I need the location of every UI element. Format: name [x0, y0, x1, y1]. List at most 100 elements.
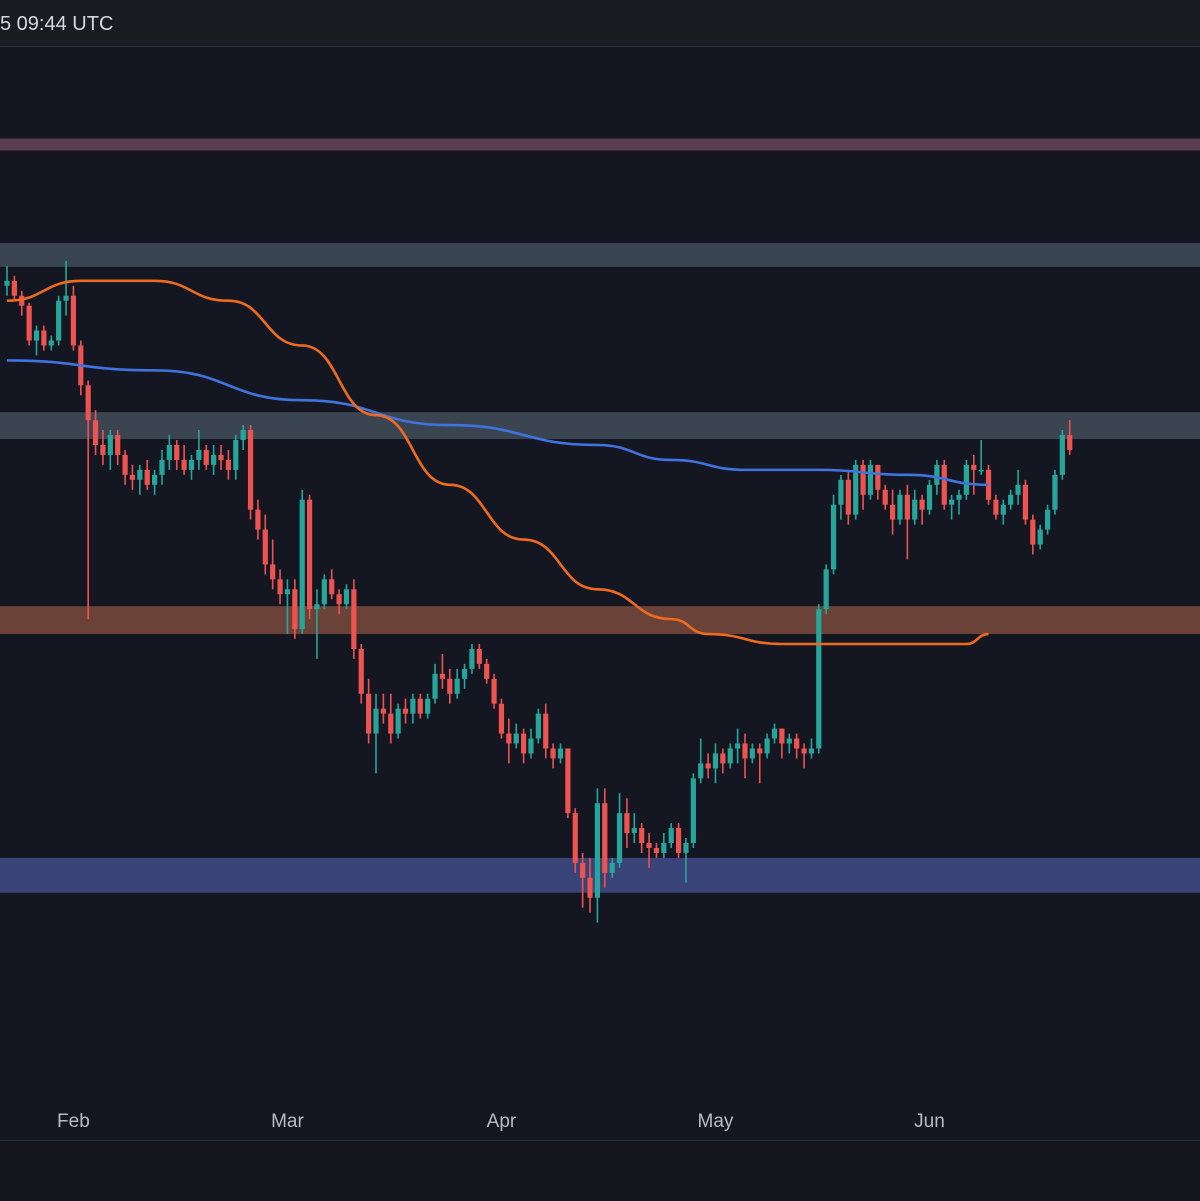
candle [373, 693, 379, 774]
candle-body [830, 504, 837, 570]
candle [152, 469, 158, 495]
candle-body [786, 738, 792, 744]
candle [1059, 430, 1065, 480]
candle-body [639, 828, 645, 843]
candle-body [926, 484, 933, 510]
candle-body [602, 803, 608, 873]
candle-body [794, 738, 800, 749]
candle-body [779, 728, 785, 744]
candle [639, 823, 645, 853]
candle-body [949, 499, 955, 505]
x-tick-label: Jun [914, 1111, 945, 1132]
zone-upper-resistance [0, 243, 1200, 267]
candle [683, 838, 689, 883]
candle-body [727, 748, 733, 764]
candle [144, 459, 150, 490]
candle [56, 295, 62, 346]
candle [971, 454, 977, 495]
candle [240, 425, 246, 450]
candle [270, 539, 276, 590]
candle-body [1022, 484, 1029, 520]
candle-body [306, 499, 313, 610]
candle-body [425, 698, 431, 714]
candle-body [469, 648, 475, 669]
candle [336, 589, 342, 615]
candle [860, 459, 866, 510]
candle [528, 728, 534, 759]
candle-body [41, 330, 47, 346]
candle-body [144, 469, 150, 485]
x-tick-label: Feb [57, 1111, 90, 1132]
candle [823, 564, 829, 615]
candle [439, 653, 446, 689]
candle [402, 698, 409, 724]
candle-body [978, 469, 984, 472]
candle [425, 693, 431, 719]
candle-body [675, 828, 682, 853]
candle-body [461, 668, 468, 679]
candle-body [152, 474, 158, 485]
candle-body [550, 748, 556, 759]
candle [1030, 514, 1036, 555]
candle [432, 663, 438, 704]
candle [476, 644, 482, 669]
candle [277, 569, 283, 605]
candle [92, 410, 99, 455]
candle [668, 823, 674, 848]
candle [897, 489, 903, 525]
candle [867, 459, 874, 500]
candle-body [860, 464, 866, 495]
candle [646, 833, 652, 868]
candle [63, 260, 69, 316]
candle [720, 748, 726, 774]
candle [513, 723, 519, 749]
candle-body [225, 459, 231, 470]
chart-footer-bar [0, 1140, 1200, 1201]
candle-body [557, 748, 564, 759]
candle-body [484, 663, 490, 679]
candlestick-chart[interactable]: Feb Mar Apr May Jun [0, 47, 1200, 1140]
candle-body [742, 743, 748, 759]
candle-body [521, 733, 527, 754]
candle [1044, 504, 1051, 535]
candle [218, 445, 224, 470]
candle-body [439, 673, 446, 679]
candle [48, 335, 54, 351]
candle [771, 723, 778, 744]
candle-body [757, 748, 763, 754]
candle [284, 579, 291, 635]
x-axis: Feb Mar Apr May Jun [57, 1111, 945, 1132]
candle-body [506, 733, 512, 744]
zone-top-resistance [0, 138, 1200, 151]
chart-header-bar: 5 09:44 UTC [0, 0, 1200, 47]
candle-body [867, 464, 874, 495]
candle-body [698, 763, 704, 779]
candle-body [262, 529, 268, 565]
candle [115, 430, 121, 465]
candle-body [985, 469, 992, 500]
candle [174, 440, 180, 470]
candle [890, 489, 896, 535]
candle [506, 718, 512, 764]
candle-body [174, 445, 180, 460]
candle-body [270, 564, 276, 580]
candle-body [343, 589, 350, 605]
candle-body [196, 449, 202, 460]
candle-body [417, 698, 423, 714]
candle-body [491, 678, 497, 704]
candle-body [4, 280, 10, 286]
candle-body [255, 509, 261, 530]
candle [853, 459, 859, 520]
candle [727, 743, 733, 769]
candle-body [122, 454, 128, 475]
candle [469, 644, 475, 674]
candle-body [373, 708, 379, 734]
candle-body [941, 464, 947, 505]
candle-body [314, 604, 320, 610]
candle [1015, 469, 1021, 505]
candle-body [395, 708, 401, 734]
candle [757, 743, 763, 784]
candle [137, 464, 143, 495]
x-tick-label: Apr [487, 1111, 517, 1132]
candle-body [1015, 484, 1021, 495]
